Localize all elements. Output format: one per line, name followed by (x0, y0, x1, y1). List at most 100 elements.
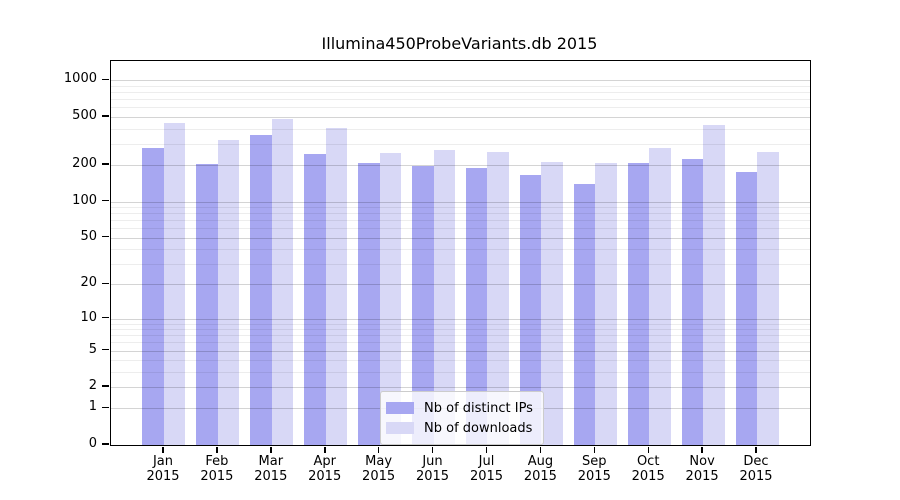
minor-gridline (111, 249, 810, 250)
y-tick-mark (102, 348, 109, 351)
minor-gridline (111, 213, 810, 215)
major-gridline (111, 350, 810, 352)
y-tick-mark (102, 115, 109, 117)
x-tick-mark (162, 447, 164, 453)
y-tick-mark (102, 78, 109, 81)
major-gridline (111, 117, 810, 118)
bar-distinct-ips-mar (250, 135, 272, 445)
x-tick-label-may: May 2015 (362, 454, 396, 484)
x-tick-mark (755, 447, 757, 453)
chart-title: Illumina450ProbeVariants.db 2015 (321, 34, 598, 53)
bar-distinct-ips-jun (412, 166, 434, 445)
y-tick-mark (102, 199, 109, 202)
x-tick-mark (647, 447, 649, 453)
legend-item-distinct-ips: Nb of distinct IPs (386, 398, 533, 418)
bar-distinct-ips-apr (304, 153, 326, 445)
y-tick-label: 500 (72, 108, 97, 123)
bar-distinct-ips-dec (735, 171, 758, 445)
x-tick-mark (270, 447, 272, 453)
minor-gridline (111, 128, 810, 130)
minor-gridline (111, 143, 810, 145)
x-tick-label-aug: Aug 2015 (523, 454, 557, 484)
minor-gridline (111, 220, 810, 222)
bar-distinct-ips-jan (142, 147, 164, 445)
y-tick-label: 100 (72, 192, 97, 208)
x-tick-mark (216, 447, 218, 453)
minor-gridline (111, 335, 810, 337)
x-tick-mark (431, 447, 434, 453)
x-tick-label-jun: Jun 2015 (415, 454, 450, 484)
minor-gridline (111, 323, 810, 325)
y-tick-label: 20 (80, 275, 97, 291)
minor-gridline (111, 228, 810, 230)
bar-downloads-jan (163, 122, 186, 445)
x-tick-mark (377, 447, 380, 453)
legend-item-downloads: Nb of downloads (386, 418, 533, 438)
major-gridline (111, 80, 810, 82)
bar-downloads-dec (757, 152, 779, 445)
bar-distinct-ips-nov (681, 158, 704, 445)
minor-gridline (111, 99, 810, 101)
legend: Nb of distinct IPs Nb of downloads (380, 391, 544, 445)
major-gridline (111, 284, 810, 286)
minor-gridline (111, 329, 810, 331)
y-tick-mark (102, 235, 109, 238)
legend-label-downloads: Nb of downloads (424, 420, 533, 436)
legend-label-distinct-ips: Nb of distinct IPs (424, 400, 533, 416)
x-tick-label-jan: Jan 2015 (146, 454, 180, 484)
y-tick-mark (102, 406, 109, 409)
x-tick-label-sep: Sep 2015 (577, 454, 611, 484)
bar-downloads-may (379, 153, 402, 445)
bar-downloads-oct (649, 147, 671, 445)
x-tick-label-jul: Jul 2015 (469, 454, 504, 484)
x-tick-mark (701, 447, 703, 453)
legend-swatch-distinct-ips (386, 402, 414, 414)
major-gridline (111, 165, 810, 167)
y-tick-label: 10 (80, 309, 97, 325)
major-gridline (111, 201, 810, 203)
bar-distinct-ips-oct (627, 162, 650, 445)
bar-downloads-jun (433, 149, 456, 445)
minor-gridline (111, 107, 810, 109)
y-tick-mark (102, 443, 109, 445)
y-tick-label: 2 (88, 378, 97, 393)
bar-distinct-ips-sep (573, 184, 596, 445)
y-tick-label: 5 (88, 341, 97, 357)
bar-distinct-ips-may (358, 163, 380, 445)
x-tick-mark (539, 447, 542, 453)
y-tick-label: 1 (88, 399, 97, 415)
minor-gridline (111, 342, 810, 344)
minor-gridline (111, 86, 810, 87)
minor-gridline (111, 371, 810, 373)
y-tick-label: 0 (88, 436, 97, 451)
y-tick-label: 200 (72, 156, 97, 172)
y-tick-mark (102, 163, 109, 165)
bar-downloads-jul (487, 152, 509, 445)
x-tick-mark (324, 447, 326, 453)
x-tick-label-apr: Apr 2015 (308, 454, 342, 484)
x-tick-label-oct: Oct 2015 (631, 454, 665, 484)
bar-downloads-mar (271, 118, 294, 445)
x-tick-label-mar: Mar 2015 (254, 454, 288, 484)
bar-downloads-apr (325, 128, 348, 445)
minor-gridline (111, 360, 810, 362)
major-gridline (111, 318, 810, 320)
y-tick-mark (102, 316, 109, 319)
bar-distinct-ips-jul (465, 168, 488, 445)
minor-gridline (111, 92, 810, 94)
x-tick-label-feb: Feb 2015 (200, 454, 234, 484)
x-tick-mark (593, 447, 595, 453)
y-tick-label: 1000 (63, 71, 97, 87)
y-tick-mark (102, 385, 109, 387)
major-gridline (111, 237, 810, 239)
y-tick-mark (102, 282, 109, 285)
x-tick-label-dec: Dec 2015 (739, 454, 773, 484)
bar-downloads-sep (595, 162, 617, 445)
plot-area (110, 60, 811, 446)
bar-downloads-feb (217, 139, 240, 445)
minor-gridline (111, 207, 810, 208)
bar-downloads-aug (541, 161, 563, 445)
y-tick-label: 50 (80, 228, 97, 244)
bar-distinct-ips-feb (196, 163, 218, 445)
